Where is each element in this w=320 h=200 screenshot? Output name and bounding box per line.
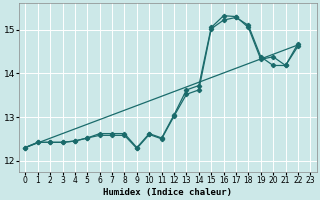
X-axis label: Humidex (Indice chaleur): Humidex (Indice chaleur) <box>103 188 232 197</box>
